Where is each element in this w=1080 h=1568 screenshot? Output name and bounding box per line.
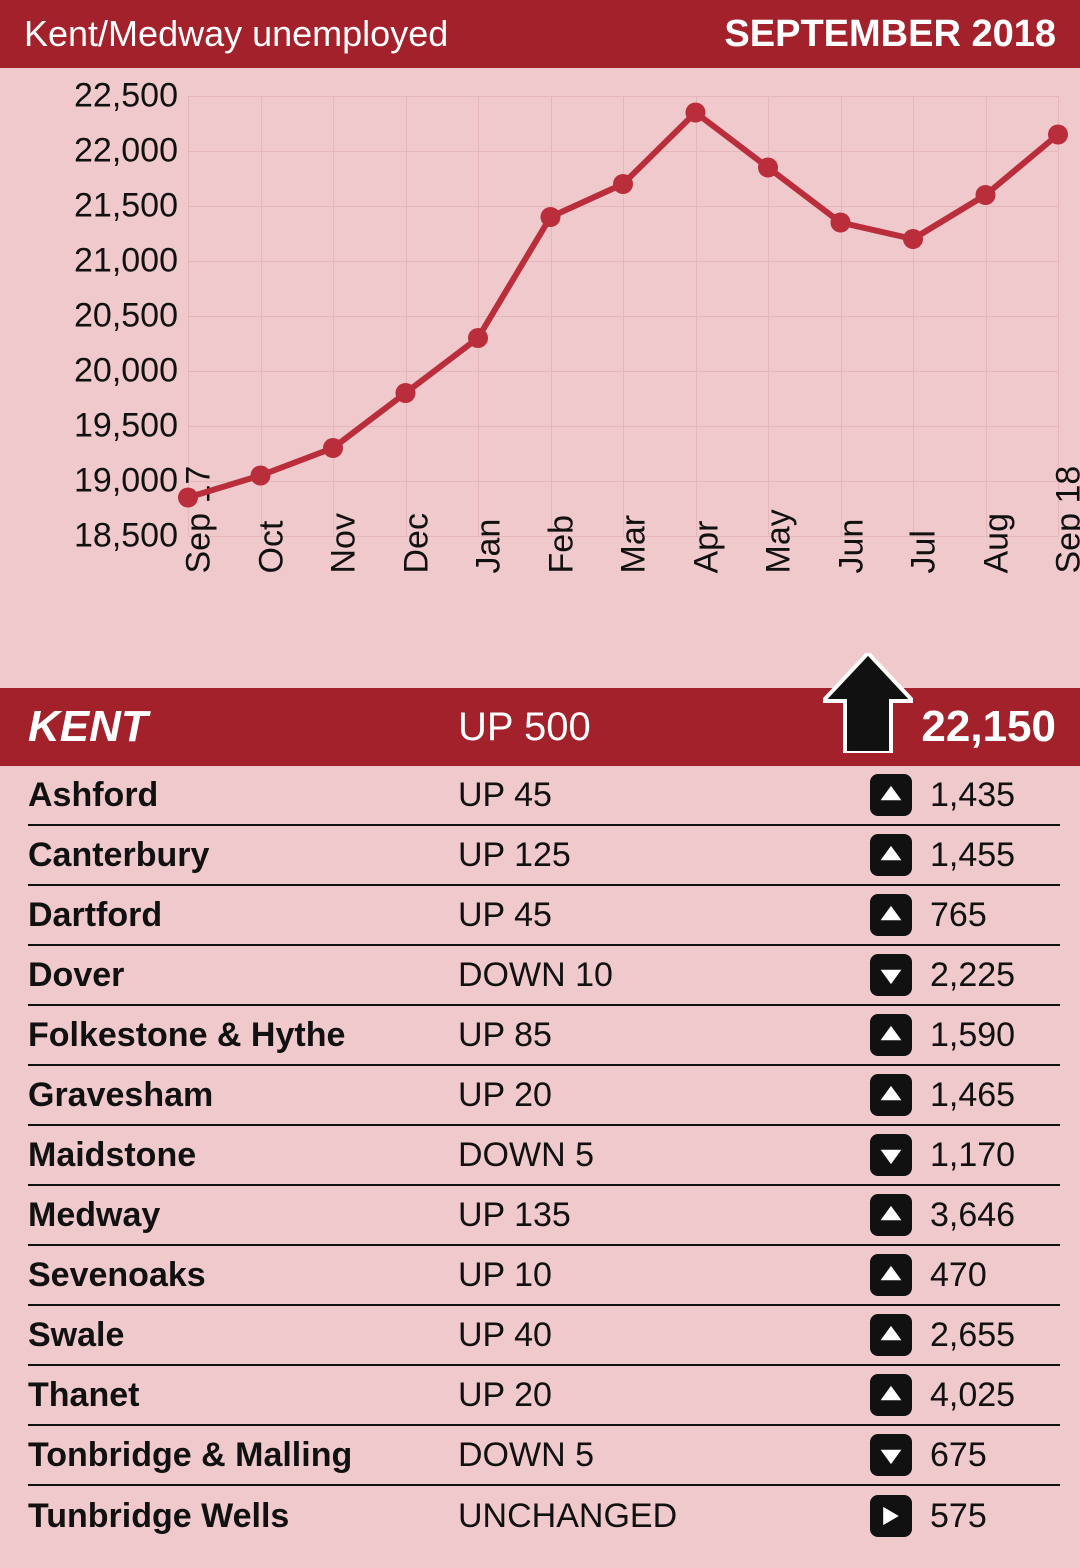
area-value: 1,435 bbox=[930, 776, 1060, 815]
chart-marker bbox=[903, 229, 923, 249]
chart-marker bbox=[541, 207, 561, 227]
area-change: UP 40 bbox=[458, 1316, 870, 1355]
arrow-down-icon bbox=[870, 1434, 912, 1476]
arrow-up-icon bbox=[870, 1074, 912, 1116]
table-row: AshfordUP 45 1,435 bbox=[28, 766, 1060, 826]
area-name: Tunbridge Wells bbox=[28, 1497, 458, 1536]
table-row: ThanetUP 20 4,025 bbox=[28, 1366, 1060, 1426]
area-value: 3,646 bbox=[930, 1196, 1060, 1235]
arrow-up-icon bbox=[870, 894, 912, 936]
area-value: 4,025 bbox=[930, 1376, 1060, 1415]
arrow-up-icon bbox=[870, 1314, 912, 1356]
area-change: UP 45 bbox=[458, 896, 870, 935]
chart-marker bbox=[686, 103, 706, 123]
table-row: SevenoaksUP 10 470 bbox=[28, 1246, 1060, 1306]
area-value: 765 bbox=[930, 896, 1060, 935]
chart-marker bbox=[613, 174, 633, 194]
chart-area: 18,50019,00019,50020,00020,50021,00021,5… bbox=[0, 68, 1080, 688]
area-change: UP 85 bbox=[458, 1016, 870, 1055]
table-row: DartfordUP 45 765 bbox=[28, 886, 1060, 946]
area-name: Dover bbox=[28, 956, 458, 995]
area-name: Canterbury bbox=[28, 836, 458, 875]
table-row: GraveshamUP 20 1,465 bbox=[28, 1066, 1060, 1126]
area-value: 1,465 bbox=[930, 1076, 1060, 1115]
header-title: Kent/Medway unemployed bbox=[24, 13, 448, 55]
districts-table: AshfordUP 451,435CanterburyUP 1251,455Da… bbox=[0, 766, 1080, 1546]
arrow-up-icon bbox=[870, 834, 912, 876]
chart-marker bbox=[323, 438, 343, 458]
area-value: 575 bbox=[930, 1497, 1060, 1536]
area-name: Thanet bbox=[28, 1376, 458, 1415]
area-change: UP 20 bbox=[458, 1376, 870, 1415]
chart-marker bbox=[1048, 125, 1068, 145]
table-row: Tonbridge & MallingDOWN 5 675 bbox=[28, 1426, 1060, 1486]
area-name: Medway bbox=[28, 1196, 458, 1235]
area-name: Gravesham bbox=[28, 1076, 458, 1115]
area-change: UP 45 bbox=[458, 776, 870, 815]
area-value: 470 bbox=[930, 1256, 1060, 1295]
area-change: UP 10 bbox=[458, 1256, 870, 1295]
arrow-up-icon bbox=[870, 1194, 912, 1236]
area-value: 1,590 bbox=[930, 1016, 1060, 1055]
arrow-down-icon bbox=[870, 1134, 912, 1176]
arrow-up-icon bbox=[870, 1014, 912, 1056]
area-change: UP 20 bbox=[458, 1076, 870, 1115]
summary-total: 22,150 bbox=[921, 702, 1056, 752]
chart-marker bbox=[178, 488, 198, 508]
chart-line bbox=[188, 113, 1058, 498]
area-name: Ashford bbox=[28, 776, 458, 815]
chart-marker bbox=[396, 383, 416, 403]
area-name: Swale bbox=[28, 1316, 458, 1355]
table-row: MaidstoneDOWN 5 1,170 bbox=[28, 1126, 1060, 1186]
header-date: SEPTEMBER 2018 bbox=[724, 13, 1056, 56]
summary-bar: KENT UP 500 22,150 bbox=[0, 688, 1080, 766]
table-row: Folkestone & HytheUP 85 1,590 bbox=[28, 1006, 1060, 1066]
area-name: Tonbridge & Malling bbox=[28, 1436, 458, 1475]
area-name: Folkestone & Hythe bbox=[28, 1016, 458, 1055]
summary-change: UP 500 bbox=[458, 705, 823, 750]
chart-marker bbox=[831, 213, 851, 233]
area-change: UNCHANGED bbox=[458, 1497, 870, 1536]
table-row: SwaleUP 40 2,655 bbox=[28, 1306, 1060, 1366]
chart-marker bbox=[468, 328, 488, 348]
area-value: 2,655 bbox=[930, 1316, 1060, 1355]
summary-region: KENT bbox=[28, 702, 458, 752]
chart-marker bbox=[976, 185, 996, 205]
arrow-down-icon bbox=[870, 954, 912, 996]
area-value: 1,170 bbox=[930, 1136, 1060, 1175]
area-change: DOWN 5 bbox=[458, 1136, 870, 1175]
chart-marker bbox=[251, 466, 271, 486]
area-change: UP 135 bbox=[458, 1196, 870, 1235]
area-value: 2,225 bbox=[930, 956, 1060, 995]
area-change: UP 125 bbox=[458, 836, 870, 875]
arrow-up-icon bbox=[870, 774, 912, 816]
table-row: MedwayUP 135 3,646 bbox=[28, 1186, 1060, 1246]
table-row: CanterburyUP 125 1,455 bbox=[28, 826, 1060, 886]
header-bar: Kent/Medway unemployed SEPTEMBER 2018 bbox=[0, 0, 1080, 68]
table-row: Tunbridge WellsUNCHANGED 575 bbox=[28, 1486, 1060, 1546]
area-change: DOWN 10 bbox=[458, 956, 870, 995]
summary-arrow-up-icon bbox=[823, 653, 913, 753]
area-name: Maidstone bbox=[28, 1136, 458, 1175]
area-name: Sevenoaks bbox=[28, 1256, 458, 1295]
chart-marker bbox=[758, 158, 778, 178]
arrow-up-icon bbox=[870, 1254, 912, 1296]
area-name: Dartford bbox=[28, 896, 458, 935]
line-chart-svg bbox=[10, 86, 1080, 576]
area-value: 675 bbox=[930, 1436, 1060, 1475]
area-value: 1,455 bbox=[930, 836, 1060, 875]
area-change: DOWN 5 bbox=[458, 1436, 870, 1475]
arrow-right-icon bbox=[870, 1495, 912, 1537]
table-row: DoverDOWN 10 2,225 bbox=[28, 946, 1060, 1006]
arrow-up-icon bbox=[870, 1374, 912, 1416]
